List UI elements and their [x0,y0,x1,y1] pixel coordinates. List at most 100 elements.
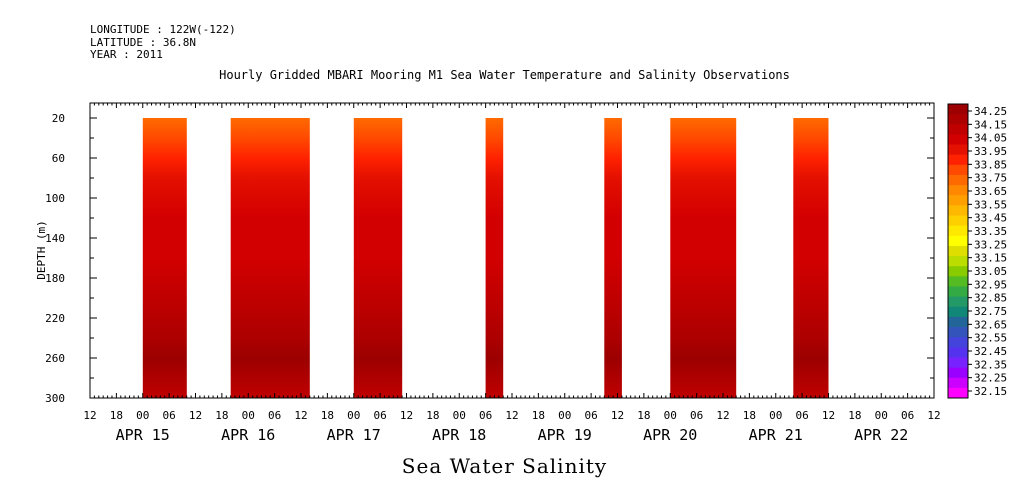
x-hour-tick-label: 12 [822,409,835,422]
x-hour-tick-label: 06 [585,409,598,422]
year-label: YEAR : 2011 [90,48,163,61]
x-hour-tick-label: 00 [242,409,255,422]
x-date-label: APR 19 [538,426,592,444]
colorbar-swatch [948,154,968,166]
y-tick-label: 60 [52,152,65,165]
x-hour-tick-label: 00 [136,409,149,422]
colorbar-swatch [948,377,968,389]
x-hour-tick-label: 12 [716,409,729,422]
x-date-label: APR 20 [643,426,697,444]
colorbar-label: 33.05 [974,265,1007,278]
x-hour-tick-label: 06 [268,409,281,422]
x-hour-tick-label: 18 [426,409,439,422]
x-date-label: APR 22 [854,426,908,444]
latitude-label: LATITUDE : 36.8N [90,35,196,49]
salinity-data-block [230,118,310,398]
colorbar-swatch [948,235,968,247]
x-hour-tick-label: 06 [901,409,914,422]
x-hour-tick-label: 18 [321,409,334,422]
x-hour-tick-label: 00 [347,409,360,422]
colorbar-label: 33.15 [974,252,1007,265]
colorbar-swatch [948,266,968,277]
colorbar-label: 34.05 [974,132,1007,145]
x-hour-tick-label: 12 [294,409,307,422]
x-hour-tick-label: 18 [110,409,123,422]
colorbar-label: 32.25 [974,372,1007,385]
colorbar-label: 32.85 [974,292,1007,305]
salinity-data-block [142,118,187,398]
colorbar-swatch [948,245,968,257]
colorbar-frame [947,103,969,399]
colorbar-swatch [948,387,968,399]
y-tick-label: 180 [45,272,65,285]
longitude-label: LONGITUDE : 122W(-122) [90,23,236,36]
x-date-label: APR 18 [432,426,486,444]
x-hour-tick-label: 18 [743,409,756,422]
chart-title: Hourly Gridded MBARI Mooring M1 Sea Wate… [219,68,790,82]
x-date-label: APR 17 [327,426,381,444]
x-hour-tick-label: 06 [479,409,492,422]
salinity-data-block [793,118,829,398]
x-hour-tick-label: 18 [532,409,545,422]
colorbar-swatch [948,296,968,308]
x-hour-tick-label: 12 [83,409,96,422]
colorbar-swatch [948,124,968,135]
y-axis-label: DEPTH (m) [35,220,48,280]
colorbar-label: 33.25 [974,238,1007,251]
colorbar-swatch [948,337,968,348]
salinity-data-block [604,118,622,398]
x-hour-tick-label: 12 [189,409,202,422]
colorbar-swatch [948,205,968,216]
colorbar-swatch [948,316,968,328]
y-tick-label: 300 [45,392,65,405]
colorbar-swatch [948,114,968,125]
x-hour-tick-label: 06 [796,409,809,422]
colorbar-label: 33.45 [974,212,1007,225]
colorbar-swatch [948,347,968,358]
colorbar-label: 34.15 [974,118,1007,131]
colorbar-label: 33.85 [974,158,1007,171]
salinity-data-block [353,118,403,398]
colorbar-swatch [948,276,968,287]
colorbar-label: 32.35 [974,358,1007,371]
salinity-data-block [485,118,504,398]
x-date-label: APR 16 [221,426,275,444]
colorbar-label: 32.45 [974,345,1007,358]
colorbar-swatch [948,104,968,115]
colorbar-swatch [948,195,968,206]
variable-title: Sea Water Salinity [401,454,608,478]
x-hour-tick-label: 06 [163,409,176,422]
colorbar-swatch [948,144,968,156]
x-hour-tick-label: 06 [374,409,387,422]
y-tick-label: 100 [45,192,65,205]
colorbar-swatch [948,134,968,145]
x-hour-tick-label: 12 [611,409,624,422]
colorbar-swatch [948,357,968,368]
metadata-block: LONGITUDE : 122W(-122) LATITUDE : 36.8N YE… [90,23,236,62]
x-hour-tick-label: 06 [690,409,703,422]
y-tick-label: 220 [45,312,65,325]
x-date-label: APR 15 [116,426,170,444]
colorbar-swatch [948,306,968,318]
colorbar-swatch [948,185,968,196]
y-tick-label: 260 [45,352,65,365]
y-tick-label: 140 [45,232,65,245]
colorbar-label: 32.65 [974,318,1007,331]
y-tick-label: 20 [52,112,65,125]
colorbar-label: 33.75 [974,172,1007,185]
colorbar-label: 32.95 [974,278,1007,291]
x-hour-tick-label: 00 [453,409,466,422]
x-hour-tick-label: 18 [848,409,861,422]
x-hour-tick-label: 00 [769,409,782,422]
colorbar-swatch [948,164,968,176]
salinity-data-block [670,118,737,398]
colorbar-swatch [948,327,968,338]
colorbar-label: 32.55 [974,332,1007,345]
x-hour-tick-label: 00 [558,409,571,422]
colorbar-label: 34.25 [974,105,1007,118]
x-hour-tick-label: 12 [927,409,940,422]
colorbar-label: 33.55 [974,198,1007,211]
x-hour-tick-label: 00 [875,409,888,422]
x-hour-tick-label: 12 [400,409,413,422]
